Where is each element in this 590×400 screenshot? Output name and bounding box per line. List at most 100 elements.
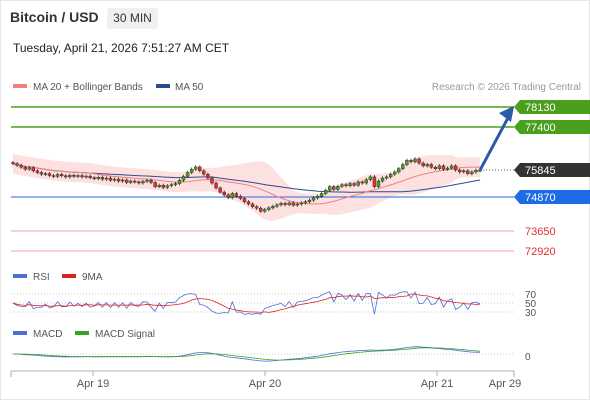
price-tag-resistance bbox=[514, 100, 590, 114]
candle-down bbox=[409, 160, 413, 162]
legend-swatch-rsi-ma bbox=[62, 274, 76, 278]
legend-ma20: MA 20 + Bollinger Bands bbox=[33, 82, 143, 93]
timeframe-button[interactable]: 30 MIN bbox=[107, 8, 158, 29]
candle-up bbox=[340, 184, 344, 187]
candle-up bbox=[55, 174, 60, 177]
candle-down bbox=[19, 165, 23, 168]
candle-up bbox=[336, 186, 340, 190]
candle-up bbox=[181, 176, 186, 181]
candle-up bbox=[405, 160, 409, 165]
candle-down bbox=[47, 173, 52, 176]
candle-up bbox=[27, 167, 31, 170]
candle-up bbox=[177, 180, 182, 184]
candle-down bbox=[254, 206, 259, 209]
candle-down bbox=[202, 170, 206, 175]
candle-down bbox=[11, 162, 15, 164]
candle-up bbox=[129, 180, 133, 183]
candle-up bbox=[295, 203, 299, 206]
candle-down bbox=[88, 175, 92, 178]
candle-down bbox=[332, 186, 336, 190]
candle-down bbox=[360, 181, 364, 184]
candle-up bbox=[462, 170, 466, 173]
x-tick-label: Apr 29 bbox=[489, 378, 521, 390]
datetime-label: Tuesday, April 21, 2026 7:51:27 AM CET bbox=[13, 41, 230, 55]
candle-down bbox=[433, 167, 438, 169]
candle-up bbox=[348, 183, 352, 186]
candle-down bbox=[457, 169, 462, 173]
candle-down bbox=[116, 178, 121, 182]
candle-up bbox=[104, 177, 109, 180]
x-tick-label: Apr 19 bbox=[77, 378, 109, 390]
candle-down bbox=[222, 191, 226, 196]
legend-rsi: RSI bbox=[33, 272, 50, 283]
candle-down bbox=[259, 207, 263, 212]
x-tick-label: Apr 20 bbox=[249, 378, 281, 390]
price-label-resistance: 78130 bbox=[525, 102, 556, 114]
rsi-level-label: 30 bbox=[525, 308, 537, 319]
macd-zero-label: 0 bbox=[525, 352, 531, 363]
candle-down bbox=[429, 164, 433, 168]
candle-up bbox=[328, 186, 332, 191]
rsi-line bbox=[12, 291, 481, 315]
candle-down bbox=[161, 185, 165, 188]
candle-up bbox=[323, 189, 328, 194]
candle-down bbox=[206, 173, 210, 179]
candle-up bbox=[319, 193, 324, 197]
candle-down bbox=[125, 179, 129, 183]
candle-up bbox=[380, 177, 385, 182]
candle-down bbox=[441, 165, 446, 170]
candle-down bbox=[149, 180, 153, 183]
candle-up bbox=[84, 175, 88, 178]
rsi-ma-line bbox=[12, 293, 481, 313]
candle-down bbox=[352, 183, 356, 186]
candle-up bbox=[307, 199, 312, 203]
candle-up bbox=[413, 158, 417, 162]
copyright: Research © 2026 Trading Central bbox=[432, 82, 581, 93]
candle-down bbox=[453, 165, 458, 171]
bollinger-band bbox=[13, 153, 480, 221]
candle-down bbox=[15, 163, 19, 166]
candle-down bbox=[133, 180, 137, 183]
candle-down bbox=[100, 177, 105, 180]
candle-down bbox=[51, 175, 56, 177]
forecast-arrowhead bbox=[499, 106, 514, 122]
candle-up bbox=[474, 170, 478, 173]
candle-up bbox=[185, 172, 190, 177]
candle-down bbox=[250, 203, 255, 207]
candle-up bbox=[157, 185, 161, 187]
candle-down bbox=[242, 198, 247, 203]
legend-macd: MACD bbox=[33, 329, 62, 340]
rsi-level-label: 70 bbox=[525, 290, 537, 301]
candle-up bbox=[384, 176, 389, 179]
legend-macd-signal: MACD Signal bbox=[95, 329, 155, 340]
legend-swatch-macd bbox=[13, 331, 27, 335]
candle-down bbox=[72, 175, 76, 177]
legend-swatch-macd-signal bbox=[75, 331, 89, 335]
candle-up bbox=[445, 167, 450, 170]
candle-down bbox=[291, 202, 295, 206]
candle-up bbox=[449, 165, 454, 169]
candle-down bbox=[238, 196, 243, 199]
candle-down bbox=[35, 170, 40, 173]
candle-up bbox=[275, 204, 279, 207]
candle-down bbox=[226, 194, 230, 198]
candle-down bbox=[60, 174, 64, 177]
instrument-title: Bitcoin / USD bbox=[10, 9, 99, 25]
price-tag-resistance bbox=[514, 120, 590, 134]
legend-rsi-ma: 9MA bbox=[82, 272, 103, 283]
candle-down bbox=[64, 175, 68, 178]
x-tick-label: Apr 21 bbox=[421, 378, 453, 390]
candle-up bbox=[356, 181, 360, 186]
candle-up bbox=[279, 203, 283, 206]
candle-up bbox=[43, 173, 48, 175]
candle-down bbox=[39, 172, 44, 175]
candle-up bbox=[267, 207, 271, 210]
candle-up bbox=[189, 168, 194, 173]
candle-up bbox=[303, 201, 308, 204]
candle-up bbox=[120, 179, 125, 182]
candle-up bbox=[194, 166, 198, 170]
candle-up bbox=[96, 177, 100, 179]
candle-up bbox=[376, 180, 381, 187]
candle-down bbox=[344, 184, 348, 186]
